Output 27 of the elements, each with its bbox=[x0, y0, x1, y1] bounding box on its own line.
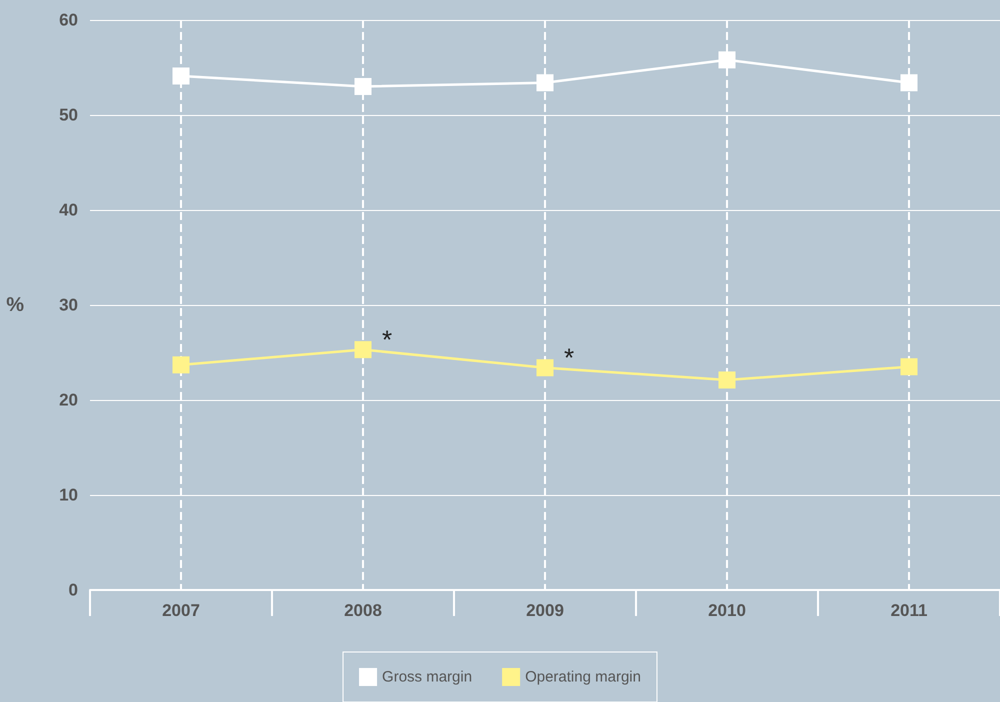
y-axis-title: % bbox=[6, 294, 24, 316]
point bbox=[536, 74, 554, 92]
point bbox=[536, 359, 554, 376]
legend-label: Gross margin bbox=[382, 668, 472, 686]
annotation: * bbox=[382, 324, 392, 355]
y-tick-label: 30 bbox=[59, 296, 78, 314]
point bbox=[718, 372, 736, 389]
point bbox=[900, 74, 918, 92]
legend-label: Operating margin bbox=[525, 668, 641, 686]
x-tick-label: 2008 bbox=[344, 601, 382, 620]
point bbox=[172, 68, 190, 85]
point bbox=[354, 341, 372, 358]
x-tick-label: 2007 bbox=[162, 601, 200, 620]
point bbox=[900, 358, 918, 376]
y-tick-label: 60 bbox=[59, 10, 78, 30]
x-tick-label: 2011 bbox=[890, 601, 928, 620]
y-tick-label: 0 bbox=[68, 580, 78, 600]
point bbox=[718, 51, 736, 68]
point bbox=[172, 356, 190, 374]
y-tick-label: 40 bbox=[59, 200, 78, 220]
y-tick-label: 50 bbox=[59, 106, 78, 124]
annotation: * bbox=[564, 342, 574, 373]
y-tick-label: 10 bbox=[59, 486, 78, 504]
x-tick-label: 2009 bbox=[526, 601, 564, 620]
x-tick-label: 2010 bbox=[708, 601, 746, 620]
y-tick-label: 20 bbox=[59, 390, 78, 410]
point bbox=[354, 78, 372, 95]
